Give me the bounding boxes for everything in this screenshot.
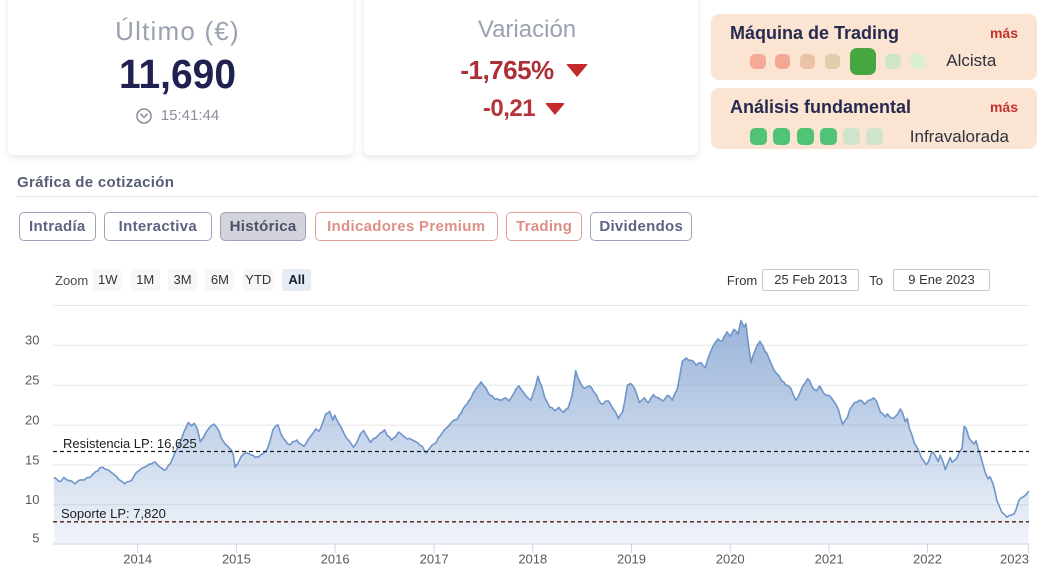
svg-text:2016: 2016: [321, 552, 350, 567]
svg-text:15: 15: [25, 452, 39, 467]
svg-text:2020: 2020: [716, 552, 745, 567]
svg-text:25: 25: [25, 373, 39, 388]
svg-text:2015: 2015: [222, 552, 251, 567]
svg-text:2022: 2022: [913, 552, 942, 567]
svg-text:2023: 2023: [1000, 552, 1029, 567]
svg-text:20: 20: [25, 412, 39, 427]
svg-text:2017: 2017: [420, 552, 449, 567]
svg-text:2019: 2019: [617, 552, 646, 567]
svg-text:Resistencia LP: 16,625: Resistencia LP: 16,625: [63, 436, 197, 451]
svg-text:10: 10: [25, 492, 39, 507]
svg-text:2021: 2021: [815, 552, 844, 567]
svg-text:Soporte LP: 7,820: Soporte LP: 7,820: [61, 506, 166, 521]
svg-text:5: 5: [32, 531, 39, 546]
svg-text:30: 30: [25, 333, 39, 348]
svg-text:2018: 2018: [518, 552, 547, 567]
svg-text:2014: 2014: [123, 552, 152, 567]
